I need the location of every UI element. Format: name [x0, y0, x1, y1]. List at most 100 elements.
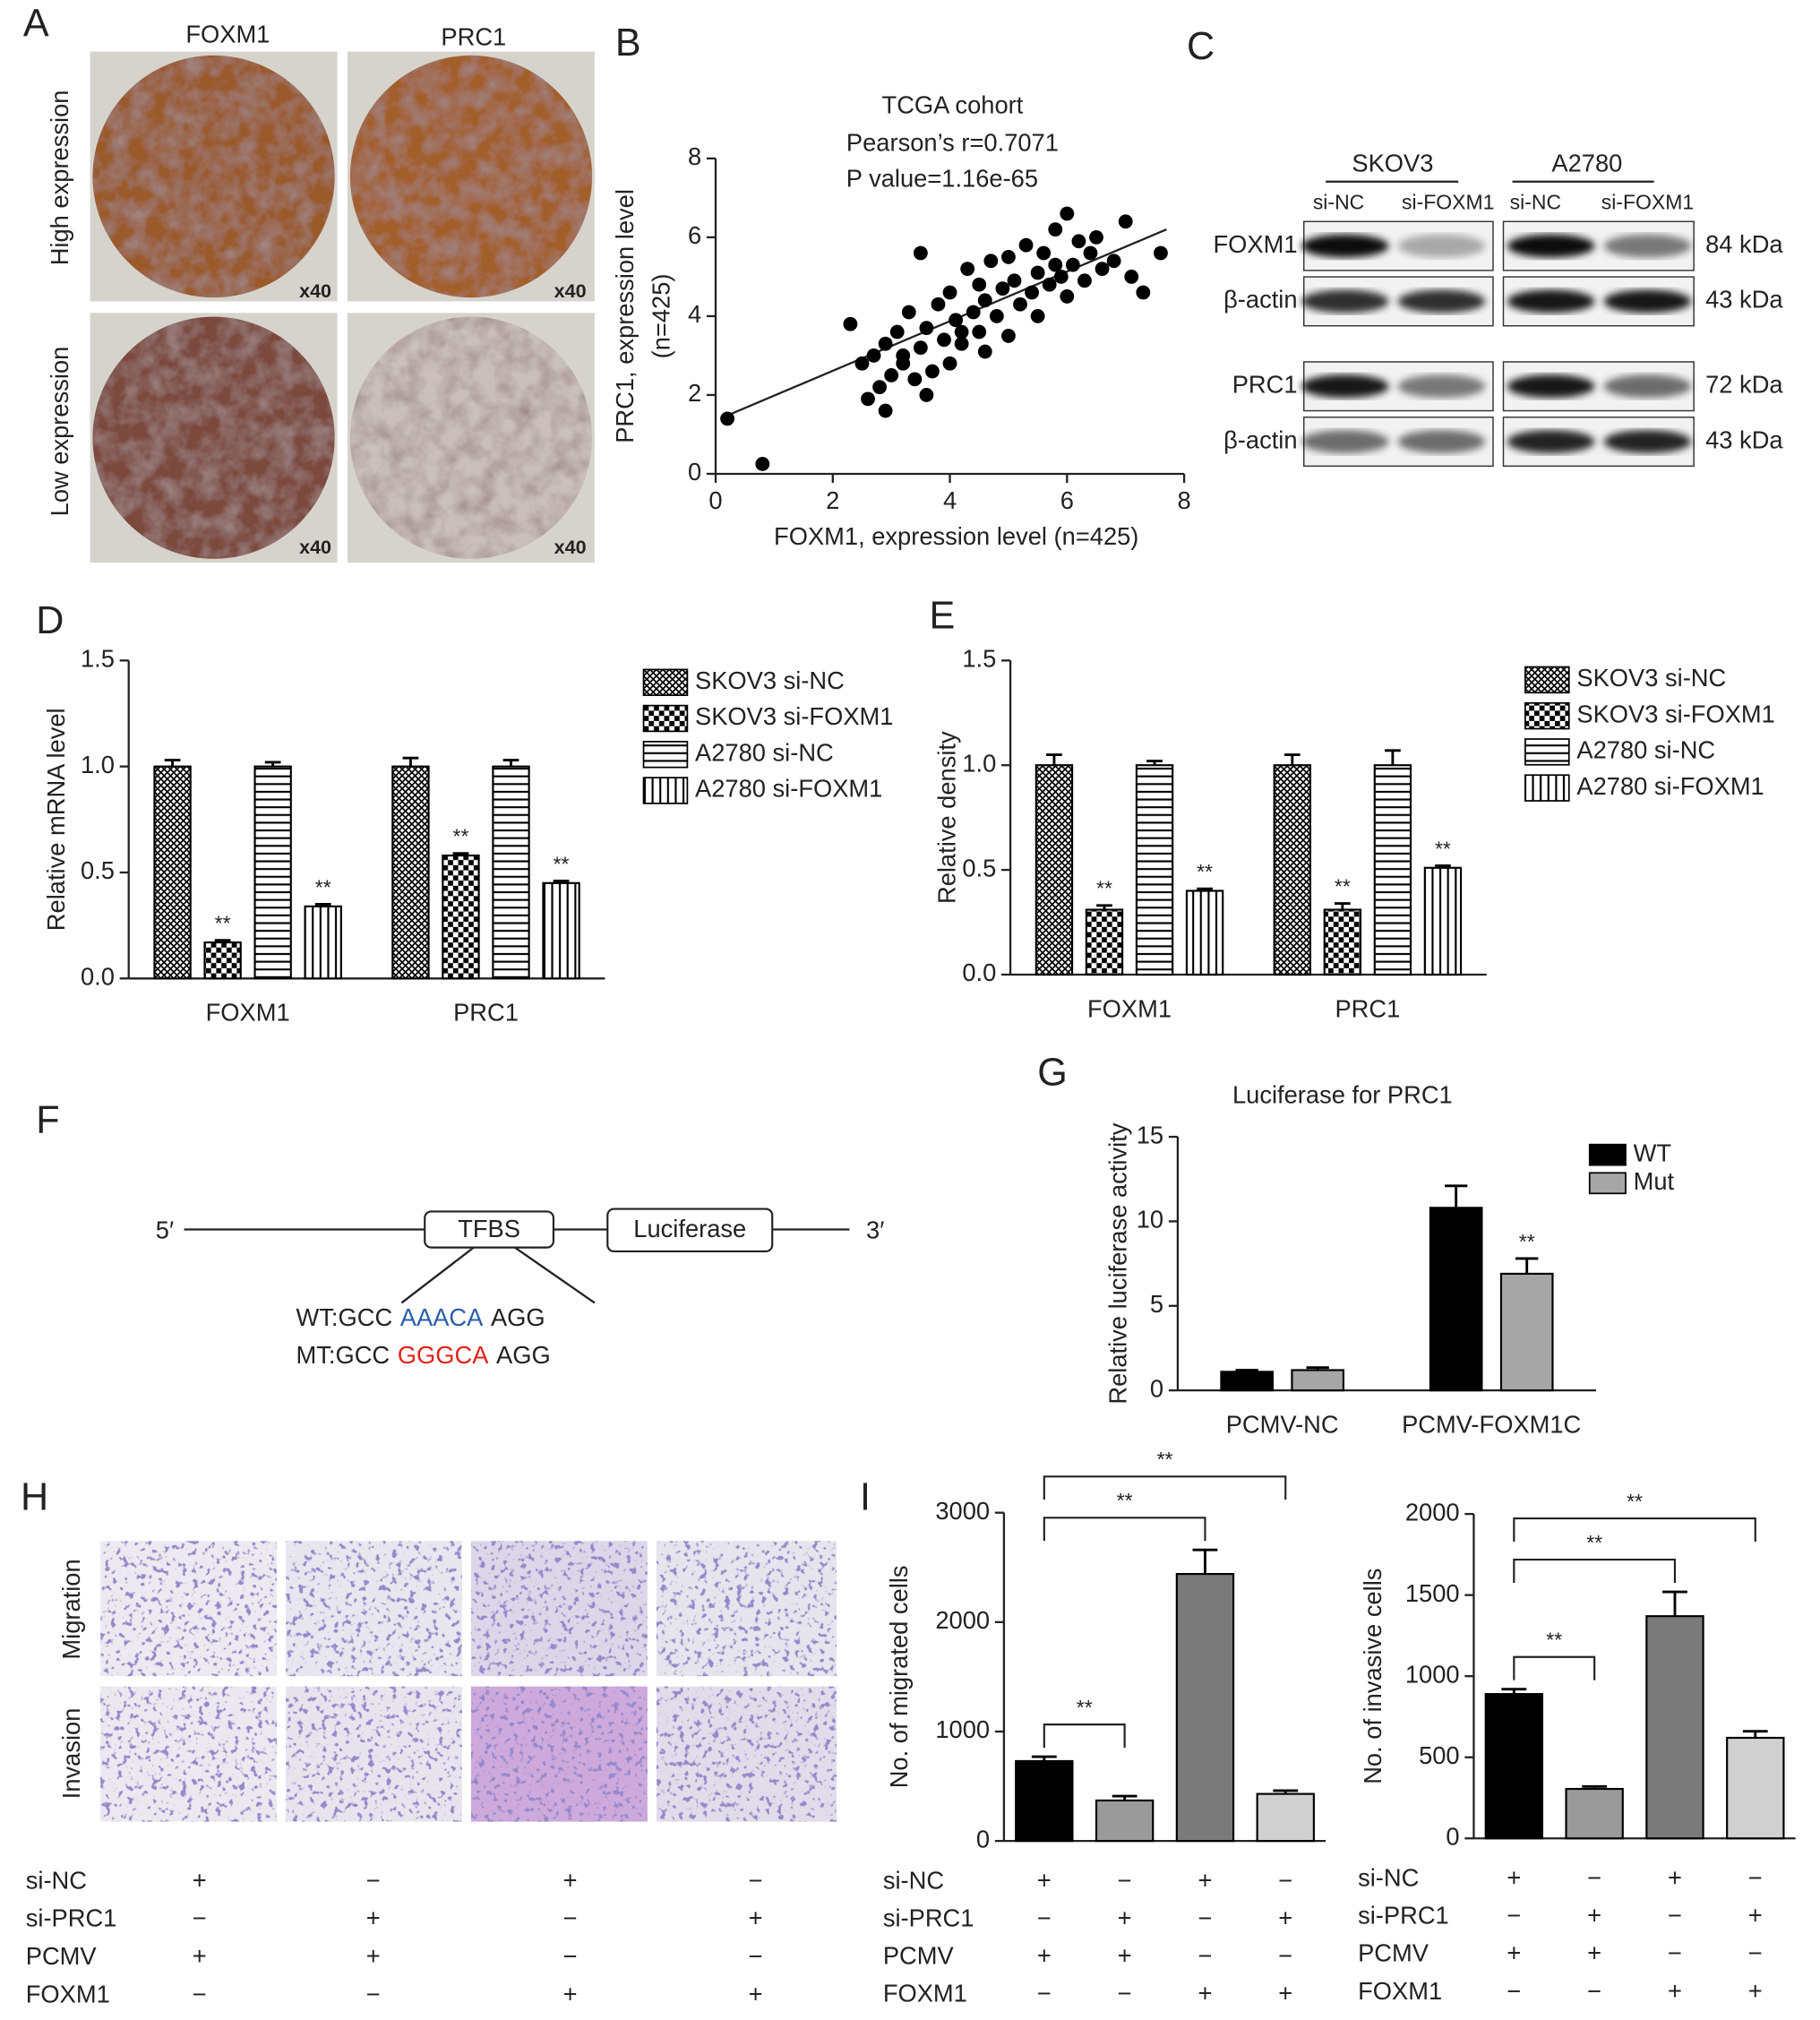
point [1083, 245, 1098, 261]
comparison-label: ** [1586, 1531, 1602, 1554]
condition-sign: + [749, 1981, 763, 2008]
point [1036, 245, 1052, 261]
bar [1095, 1799, 1155, 1843]
panel-label: E [930, 594, 956, 637]
error-bar [452, 852, 469, 856]
legend-swatch [642, 704, 689, 733]
point [1048, 222, 1063, 237]
condition-sign: + [1278, 1904, 1292, 1931]
x-tick-label: 2 [826, 486, 839, 514]
y-tick-label: 500 [1419, 1741, 1460, 1769]
y-tick-label: 2000 [935, 1606, 990, 1634]
sequence-part: WT:GCC [296, 1303, 393, 1331]
lane-label: si-NC [1313, 190, 1364, 213]
legend-label: SKOV3 si-NC [695, 666, 845, 694]
condition-sign: − [563, 1904, 578, 1932]
comparison-bracket [1043, 1723, 1126, 1749]
condition-label: PCMV [1358, 1939, 1429, 1967]
condition-sign: + [1668, 1977, 1682, 2005]
point [1001, 329, 1016, 343]
x-tick-label: PCMV-FOXM1C [1402, 1411, 1581, 1439]
condition-label: si-PRC1 [883, 1904, 974, 1931]
point [866, 348, 881, 363]
bar [253, 765, 292, 980]
y-tick-label: 8 [688, 142, 701, 170]
y-axis-label: Relative density [932, 731, 960, 904]
x-tick-label: PRC1 [453, 999, 519, 1027]
panel-label: H [21, 1476, 48, 1519]
point [720, 411, 734, 426]
cell-line: A2780 [1551, 149, 1622, 176]
band [1397, 374, 1486, 399]
point [1124, 270, 1139, 284]
point [1048, 257, 1063, 272]
condition-sign: + [1587, 1939, 1601, 1967]
condition-sign: − [1037, 1980, 1052, 2007]
panel-label: D [36, 599, 64, 642]
error-bar [1742, 1730, 1768, 1738]
condition-sign: − [1198, 1904, 1212, 1931]
band [1397, 234, 1486, 258]
y-tick-label: 15 [1137, 1121, 1163, 1148]
comparison-bracket [1513, 1655, 1596, 1680]
y-axis-label: (n=425) [647, 273, 674, 358]
legend-label: A2780 si-NC [695, 738, 834, 766]
sequence-part: GGGCA [398, 1341, 489, 1369]
condition-sign: + [1507, 1863, 1521, 1891]
legend-label: A2780 si-NC [1576, 736, 1715, 764]
y-tick-label: 0.5 [81, 856, 115, 884]
point [954, 336, 969, 351]
column-label: FOXM1 [185, 21, 270, 48]
transwell-image [656, 1686, 837, 1822]
condition-sign: − [193, 1981, 207, 2008]
panel-label: A [23, 2, 49, 45]
condition-sign: + [1748, 1977, 1763, 2005]
condition-sign: + [193, 1942, 207, 1970]
y-axis-label: Relative luciferase activity [1103, 1122, 1131, 1404]
bar [1256, 1792, 1315, 1843]
condition-label: si-PRC1 [26, 1904, 117, 1932]
significance: ** [1096, 877, 1112, 900]
legend-swatch [642, 741, 689, 769]
point [942, 285, 957, 300]
y-tick-label: 2000 [1405, 1498, 1460, 1526]
condition-sign: + [366, 1904, 381, 1932]
significance: ** [1519, 1230, 1535, 1253]
condition-sign: − [1587, 1863, 1601, 1891]
point [972, 324, 987, 340]
point [977, 344, 992, 359]
point [1025, 285, 1039, 300]
protein-label: β-actin [1223, 286, 1297, 314]
point [995, 281, 1010, 297]
bar [304, 905, 342, 980]
condition-sign: + [749, 1904, 763, 1932]
point [1071, 234, 1086, 249]
point [1060, 289, 1075, 304]
y-tick-label: 0 [688, 458, 701, 486]
error-bar [164, 759, 181, 767]
bar [1220, 1371, 1274, 1392]
y-axis-label: No. of invasive cells [1359, 1569, 1386, 1784]
reporter-box [606, 1208, 774, 1253]
band [1603, 374, 1692, 399]
legend-swatch [1524, 774, 1570, 802]
band [1397, 289, 1486, 314]
error-bar [264, 761, 281, 767]
legend-label: A2780 si-FOXM1 [695, 775, 882, 803]
condition-sign: − [1118, 1866, 1132, 1894]
transwell-image [286, 1541, 462, 1677]
transwell-image [470, 1541, 648, 1677]
band [1301, 374, 1389, 399]
point [977, 293, 992, 308]
y-tick-label: 6 [688, 221, 701, 249]
bar [1429, 1207, 1483, 1392]
reporter-label: Luciferase [633, 1215, 746, 1242]
condition-sign: − [563, 1942, 578, 1970]
point [878, 336, 893, 351]
error-bar [1445, 1184, 1468, 1208]
y-tick-label: 1.0 [962, 749, 996, 777]
transwell-image [100, 1686, 277, 1822]
error-bar [1046, 753, 1062, 766]
legend-swatch [1588, 1172, 1627, 1195]
